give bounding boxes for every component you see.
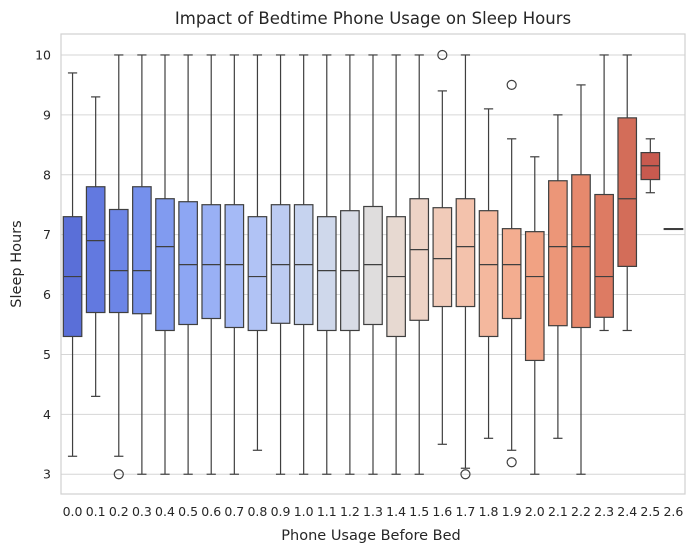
y-tick-label: 3 bbox=[43, 467, 51, 482]
x-tick-label: 1.8 bbox=[479, 504, 499, 519]
x-tick-label: 0.3 bbox=[132, 504, 152, 519]
iqr-box bbox=[455, 198, 476, 308]
box-0.8 bbox=[247, 54, 268, 451]
y-tick-label: 4 bbox=[43, 407, 51, 422]
iqr-box bbox=[155, 198, 175, 332]
outlier-point bbox=[506, 79, 517, 91]
x-tick-label: 0.9 bbox=[271, 504, 291, 519]
iqr-box bbox=[617, 117, 638, 267]
box-2.3 bbox=[594, 54, 614, 332]
box-1.2 bbox=[340, 54, 360, 475]
box-1.6 bbox=[432, 49, 453, 445]
box-1.0 bbox=[293, 54, 314, 475]
x-tick-label: 2.5 bbox=[640, 504, 660, 519]
box-2.2 bbox=[571, 84, 591, 475]
box-1.7 bbox=[455, 54, 476, 480]
x-tick-label: 1.0 bbox=[294, 504, 314, 519]
iqr-box bbox=[594, 193, 614, 318]
x-tick-label: 0.2 bbox=[109, 504, 129, 519]
box-0.9 bbox=[270, 54, 291, 475]
box-2.6 bbox=[663, 228, 684, 231]
boxes-group bbox=[62, 49, 684, 480]
box-2.0 bbox=[524, 156, 545, 475]
outlier-point bbox=[460, 469, 471, 480]
iqr-box bbox=[409, 198, 430, 321]
box-1.8 bbox=[478, 108, 499, 439]
outlier-point bbox=[506, 457, 517, 468]
x-tick-label: 0.8 bbox=[247, 504, 267, 519]
iqr-box bbox=[178, 201, 198, 326]
x-tick-labels: 0.0 0.1 0.2 0.3 0.4 0.5 0.6 0.7 0.8 0.9 1.0 1.1 1.2 1… bbox=[63, 504, 684, 519]
x-tick-label: 0.6 bbox=[201, 504, 221, 519]
box-0.0 bbox=[62, 72, 83, 457]
x-tick-label: 2.2 bbox=[571, 504, 591, 519]
outlier-point bbox=[113, 469, 124, 480]
x-tick-label: 0.0 bbox=[63, 504, 83, 519]
box-0.4 bbox=[155, 54, 175, 475]
x-tick-label: 2.4 bbox=[617, 504, 637, 519]
iqr-box bbox=[85, 186, 106, 314]
x-tick-label: 1.1 bbox=[317, 504, 337, 519]
x-tick-label: 2.0 bbox=[525, 504, 545, 519]
iqr-box bbox=[132, 186, 152, 315]
x-tick-label: 1.2 bbox=[340, 504, 360, 519]
iqr-box bbox=[478, 210, 499, 338]
iqr-box bbox=[363, 205, 383, 326]
x-tick-label: 1.6 bbox=[432, 504, 452, 519]
outlier-point bbox=[437, 49, 448, 61]
iqr-box bbox=[524, 231, 545, 362]
x-tick-label: 0.1 bbox=[86, 504, 106, 519]
y-tick-label: 8 bbox=[43, 167, 51, 182]
x-tick-label: 1.4 bbox=[386, 504, 406, 519]
iqr-box bbox=[224, 204, 245, 329]
y-tick-label: 5 bbox=[43, 347, 51, 362]
iqr-box bbox=[316, 216, 337, 332]
iqr-box bbox=[247, 216, 268, 332]
box-0.7 bbox=[224, 54, 245, 475]
x-tick-label: 1.3 bbox=[363, 504, 383, 519]
box-2.4 bbox=[617, 54, 638, 332]
box-0.3 bbox=[132, 54, 152, 475]
chart-title: Impact of Bedtime Phone Usage on Sleep H… bbox=[175, 9, 571, 28]
box-2.5 bbox=[640, 138, 661, 194]
y-axis-title: Sleep Hours bbox=[9, 220, 25, 307]
x-tick-label: 0.5 bbox=[178, 504, 198, 519]
x-axis-title: Phone Usage Before Bed bbox=[281, 528, 460, 544]
y-tick-label: 10 bbox=[35, 47, 51, 62]
iqr-box bbox=[201, 204, 222, 320]
y-tick-label: 9 bbox=[43, 107, 51, 122]
x-tick-label: 0.4 bbox=[155, 504, 175, 519]
x-tick-label: 1.5 bbox=[409, 504, 429, 519]
x-tick-label: 2.3 bbox=[594, 504, 614, 519]
box-0.5 bbox=[178, 54, 198, 475]
iqr-box bbox=[571, 174, 591, 329]
box-0.2 bbox=[108, 54, 129, 480]
box-1.5 bbox=[409, 54, 430, 475]
box-1.4 bbox=[386, 54, 406, 475]
x-tick-label: 1.9 bbox=[502, 504, 522, 519]
box-2.1 bbox=[548, 114, 568, 439]
x-tick-label: 1.7 bbox=[455, 504, 475, 519]
y-tick-label: 6 bbox=[43, 287, 51, 302]
box-0.1 bbox=[85, 96, 106, 397]
box-0.6 bbox=[201, 54, 222, 475]
y-tick-label: 7 bbox=[43, 227, 51, 242]
x-tick-label: 0.7 bbox=[224, 504, 244, 519]
iqr-box bbox=[432, 207, 453, 308]
box-1.9 bbox=[501, 79, 522, 468]
box-1.3 bbox=[363, 54, 383, 475]
iqr-box bbox=[501, 228, 522, 320]
iqr-box bbox=[108, 208, 129, 314]
x-tick-label: 2.1 bbox=[548, 504, 568, 519]
box-1.1 bbox=[316, 54, 337, 475]
iqr-box bbox=[548, 180, 568, 327]
x-tick-label: 2.6 bbox=[663, 504, 683, 519]
y-tick-labels: 3 4 5 6 7 8 9 10 bbox=[35, 47, 51, 481]
plot-frame bbox=[60, 33, 686, 495]
